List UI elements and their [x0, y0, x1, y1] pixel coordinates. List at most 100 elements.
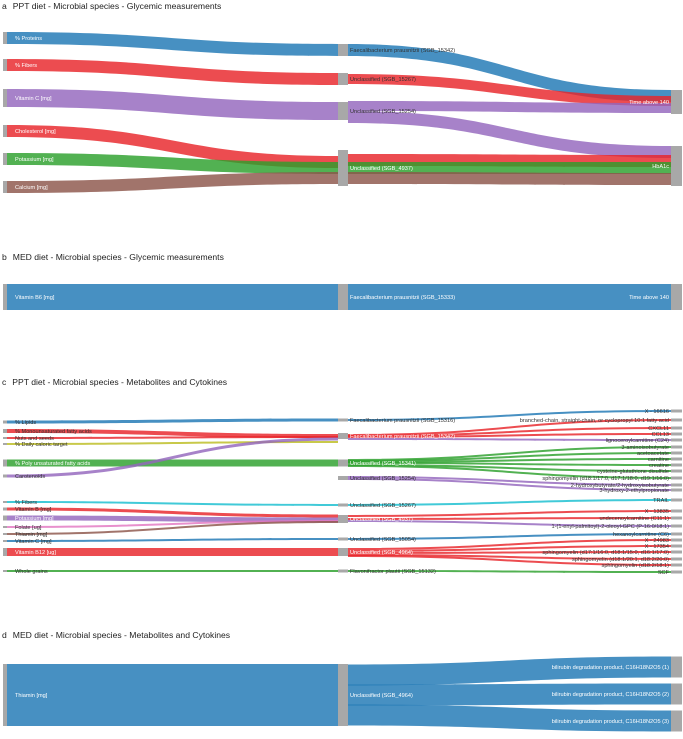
species-node-flavonifractor-plautii-sgb-15132 — [338, 569, 348, 573]
species-label: Unclassified (SGB_4964) — [350, 550, 413, 556]
target-label: CCL13 — [652, 432, 669, 438]
target-label: acetoacetate — [637, 451, 669, 457]
target-node-sphingomyelin-d18-1-17-0-d17-1-18-0-d19-1-16-0 — [671, 476, 682, 480]
source-node-fibers — [3, 501, 7, 503]
source-label: Calcium [mg] — [15, 185, 48, 191]
source-label: Thiamin [mg] — [15, 532, 48, 538]
target-label: cysteine-glutathione disulfide — [597, 469, 669, 475]
target-node-x-24983 — [671, 538, 682, 542]
species-label: Unclassified (SGB_15267) — [350, 503, 416, 509]
target-node-time-above-140 — [671, 90, 682, 114]
link-species-to-time-above-140 — [348, 284, 671, 310]
target-node-x-13835 — [671, 509, 682, 513]
species-node-faecalibacterium-prausnitzii-sgb-15316 — [338, 418, 348, 422]
species-label: Unclassified (SGB_15341) — [350, 461, 416, 467]
link-proteins-to-species — [7, 32, 338, 56]
species-node-faecalibacterium-prausnitzii-sgb-15333 — [338, 284, 348, 310]
target-node-time-above-140 — [671, 284, 682, 310]
target-node-1-1-enyl-palmitoyl-2-oleoyl-gpc-p-16-0-18-1 — [671, 524, 682, 528]
target-label: bilirubin degradation product, C16H18N2O… — [552, 692, 669, 698]
link-poly-unsaturated-fatty-acids-to-species — [7, 459, 338, 467]
link-monounsaturated-fatty-acids-to-species — [7, 429, 338, 438]
link-species-to-bilirubin-degradation-product-c16h18n2o5-3 — [348, 704, 671, 732]
link-species-to-time-above-140 — [348, 101, 671, 113]
link-species-to-sphingomyelin-d17-1-16-0-d18-1-15-0-d16-1-17-0 — [348, 551, 671, 554]
link-species-to-x-17354 — [348, 545, 671, 552]
source-label: % Poly unsaturated fatty acids — [15, 461, 90, 467]
species-label: Faecalibacterium prausnitzii (SGB_15342) — [350, 48, 455, 54]
link-species-to-sphingomyelin-d18-1-20-1-d18-2-20-0 — [348, 554, 671, 560]
source-label: Potassium [mg] — [15, 157, 54, 163]
target-node-undecenoylcarnitine-c11-1 — [671, 516, 682, 520]
species-node-unclassified-sgb-4937 — [338, 150, 348, 186]
link-species-to-ccl13 — [348, 433, 671, 438]
source-label: % Lipids — [15, 420, 36, 426]
target-label: bilirubin degradation product, C16H18N2O… — [552, 719, 669, 725]
panel-a-labels: % Proteins % Fibers Vitamin C [mg] Choleste… — [15, 36, 669, 191]
panel-d-labels: Thiamin [mg] Unclassified (SGB_4964)bilir… — [15, 665, 669, 725]
link-species-to-hba1c — [348, 111, 671, 158]
target-label: X - 24983 — [645, 538, 669, 544]
target-node-branched-chain-straight-chain-or-cyclopropyl-10-1-fatty-acid — [671, 418, 682, 422]
target-node-creatine — [671, 463, 682, 467]
link-nuts-and-seeds-to-species — [7, 436, 338, 439]
panel-b: b MED diet - Microbial species - Glycemic… — [2, 252, 682, 310]
target-node-carnitine — [671, 457, 682, 461]
target-node-trail — [671, 498, 682, 502]
link-species-to-3-hydroxy-2-ethylpropionate — [348, 478, 671, 491]
link-species-to-cysteine-glutathione-disulfide — [348, 464, 671, 472]
panel-c-labels: % Lipids % Monounsaturated fatty acidsNut… — [15, 409, 670, 576]
link-species-to-hexanoylcarnitine-c6 — [348, 533, 671, 540]
source-label: % Fibers — [15, 63, 37, 69]
source-label: Vitamin B6 [mg] — [15, 295, 55, 301]
source-label: Vitamin C [mg] — [15, 539, 52, 545]
link-species-to-time-above-140 — [348, 44, 671, 102]
source-label: Vitamin B [mg] — [15, 507, 52, 513]
link-species-to-acetoacetate — [348, 452, 671, 462]
species-label: Unclassified (SGB_4937) — [350, 517, 413, 523]
panel-a: a PPT diet - Microbial species - Glycemic… — [2, 1, 682, 193]
target-node-ccl13 — [671, 432, 682, 436]
link-whole-grains-to-species — [7, 570, 338, 572]
target-node-sphingomyelin-d18-1-20-1-d18-2-20-0 — [671, 557, 682, 561]
target-label: X - 16616 — [645, 409, 669, 415]
panel-a-nodes — [3, 32, 682, 193]
target-label: sphingomyelin (d17:1/16:0, d18:1/15:0, d… — [542, 550, 669, 556]
source-label: % Monounsaturated fatty acids — [15, 429, 92, 435]
link-lipids-to-species — [7, 418, 338, 424]
link-vitamin-c-mg-to-species — [7, 89, 338, 120]
source-node-thiamin-mg — [3, 533, 7, 535]
source-label: % Fibers — [15, 500, 37, 506]
target-label: bilirubin degradation product, C16H18N2O… — [552, 665, 669, 671]
source-node-whole-grains — [3, 570, 7, 572]
target-label: sphingomyelin (d18:2/18:1) — [602, 563, 670, 569]
link-species-to-creatine — [348, 462, 671, 466]
target-label: 3-aminoisobutyrate — [621, 445, 669, 451]
link-vitamin-b-mg-to-species — [7, 507, 338, 518]
link-species-to-lignoceroylcarnitine-c24 — [348, 438, 671, 441]
target-label: undecenoylcarnitine (C11:1) — [599, 516, 669, 522]
species-node-unclassified-sgb-4937 — [338, 515, 348, 523]
source-node-fibers — [3, 59, 7, 71]
link-species-to-3-aminoisobutyrate — [348, 446, 671, 461]
source-node-vitamin-c-mg — [3, 89, 7, 107]
link-thiamin-mg-to-species — [7, 664, 338, 726]
target-node-3-aminoisobutyrate — [671, 445, 682, 449]
link-species-to-sphingomyelin-d18-1-17-0-d17-1-18-0-d19-1-16-0 — [348, 465, 671, 479]
source-node-thiamin-mg — [3, 664, 7, 726]
link-potassium-mg-to-species — [7, 153, 338, 174]
target-node-hexanoylcarnitine-c6 — [671, 532, 682, 536]
target-label: Time above 140 — [629, 100, 669, 106]
species-label: Unclassified (SGB_4964) — [350, 693, 413, 699]
source-node-poly-unsaturated-fatty-acids — [3, 459, 7, 467]
target-label: lignoceroylcarnitine (C24) — [606, 438, 670, 444]
link-species-to-time-above-140 — [348, 74, 671, 106]
link-species-to-x-13835 — [348, 510, 671, 517]
species-label: Unclassified (SGB_15254) — [350, 109, 416, 115]
source-node-cholesterol-mg — [3, 125, 7, 137]
panel-d-links — [7, 656, 671, 732]
link-species-to-bilirubin-degradation-product-c16h18n2o5-1 — [348, 656, 671, 686]
species-label: Unclassified (SGB_15267) — [350, 77, 416, 83]
source-node-lipids — [3, 420, 7, 424]
